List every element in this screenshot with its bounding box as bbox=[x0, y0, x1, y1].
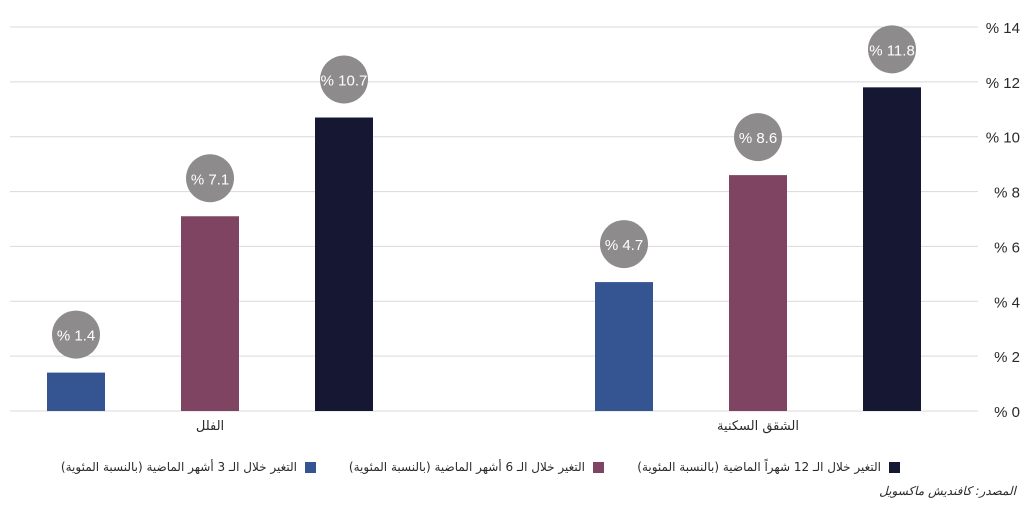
data-label-bubble bbox=[320, 55, 368, 104]
y-tick-label: % 8 bbox=[994, 185, 1020, 202]
y-tick-label: % 14 bbox=[986, 20, 1020, 37]
data-label: % 10.7 bbox=[321, 73, 368, 90]
bar bbox=[595, 282, 653, 411]
data-label-bubble bbox=[600, 220, 648, 269]
legend-label-3-months: التغير خلال الـ 3 أشهر الماضية (بالنسبة … bbox=[60, 460, 297, 474]
data-label: % 7.1 bbox=[191, 171, 229, 188]
legend-item-3-months: التغير خلال الـ 3 أشهر الماضية (بالنسبة … bbox=[61, 459, 316, 475]
bar bbox=[729, 175, 787, 411]
data-label-bubble bbox=[186, 154, 234, 203]
legend-swatch-12-months bbox=[889, 461, 900, 473]
y-tick-label: % 12 bbox=[986, 75, 1020, 92]
legend-item-6-months: التغير خلال الـ 6 أشهر الماضية (بالنسبة … bbox=[349, 459, 604, 475]
legend-label-6-months: التغير خلال الـ 6 أشهر الماضية (بالنسبة … bbox=[348, 460, 585, 474]
bar bbox=[47, 372, 105, 411]
y-tick-label: % 6 bbox=[994, 239, 1020, 256]
bar bbox=[863, 87, 921, 411]
data-label-bubble bbox=[734, 113, 782, 162]
legend-label-12-months: التغير خلال الـ 12 شهراً الماضية (بالنسب… bbox=[637, 460, 881, 474]
bar bbox=[315, 117, 373, 411]
y-tick-label: % 10 bbox=[986, 130, 1020, 147]
legend-swatch-6-months bbox=[593, 461, 604, 473]
data-label: % 8.6 bbox=[739, 130, 777, 147]
data-label: % 11.8 bbox=[869, 42, 915, 59]
source-note: المصدر: كافنديش ماكسويل bbox=[879, 484, 1016, 498]
bar bbox=[181, 216, 239, 411]
bar-chart: % 0 % 2 % 4 % 6 % 8 % 10 % 12 % 14 % 11.8 % 10.7%… bbox=[10, 20, 1020, 434]
data-label-bubble bbox=[868, 25, 916, 74]
data-label: % 4.7 bbox=[605, 237, 643, 254]
data-label-bubble bbox=[52, 310, 100, 359]
data-label: % 1.4 bbox=[57, 328, 95, 345]
category-label: الشقق السكنية bbox=[717, 419, 799, 434]
y-tick-label: % 4 bbox=[994, 294, 1020, 311]
y-tick-label: % 0 bbox=[994, 404, 1020, 421]
legend-swatch-3-months bbox=[305, 461, 316, 473]
y-tick-label: % 2 bbox=[994, 349, 1020, 366]
legend-item-12-months: التغير خلال الـ 12 شهراً الماضية (بالنسب… bbox=[637, 459, 900, 475]
category-label: الفلل bbox=[196, 419, 224, 434]
